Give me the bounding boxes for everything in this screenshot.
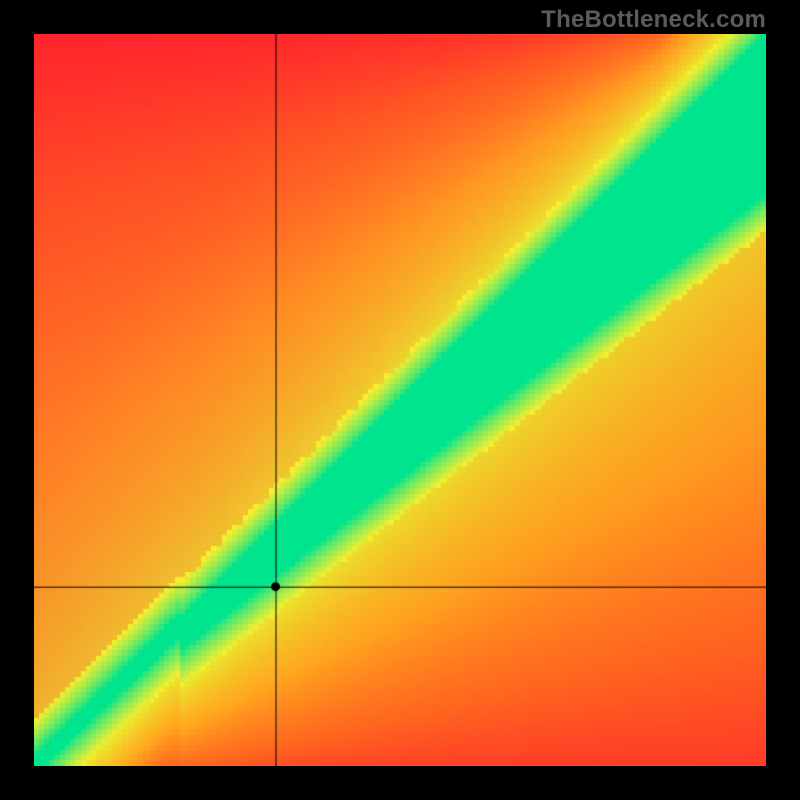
- bottleneck-heatmap: [34, 34, 766, 766]
- watermark-text: TheBottleneck.com: [541, 6, 766, 34]
